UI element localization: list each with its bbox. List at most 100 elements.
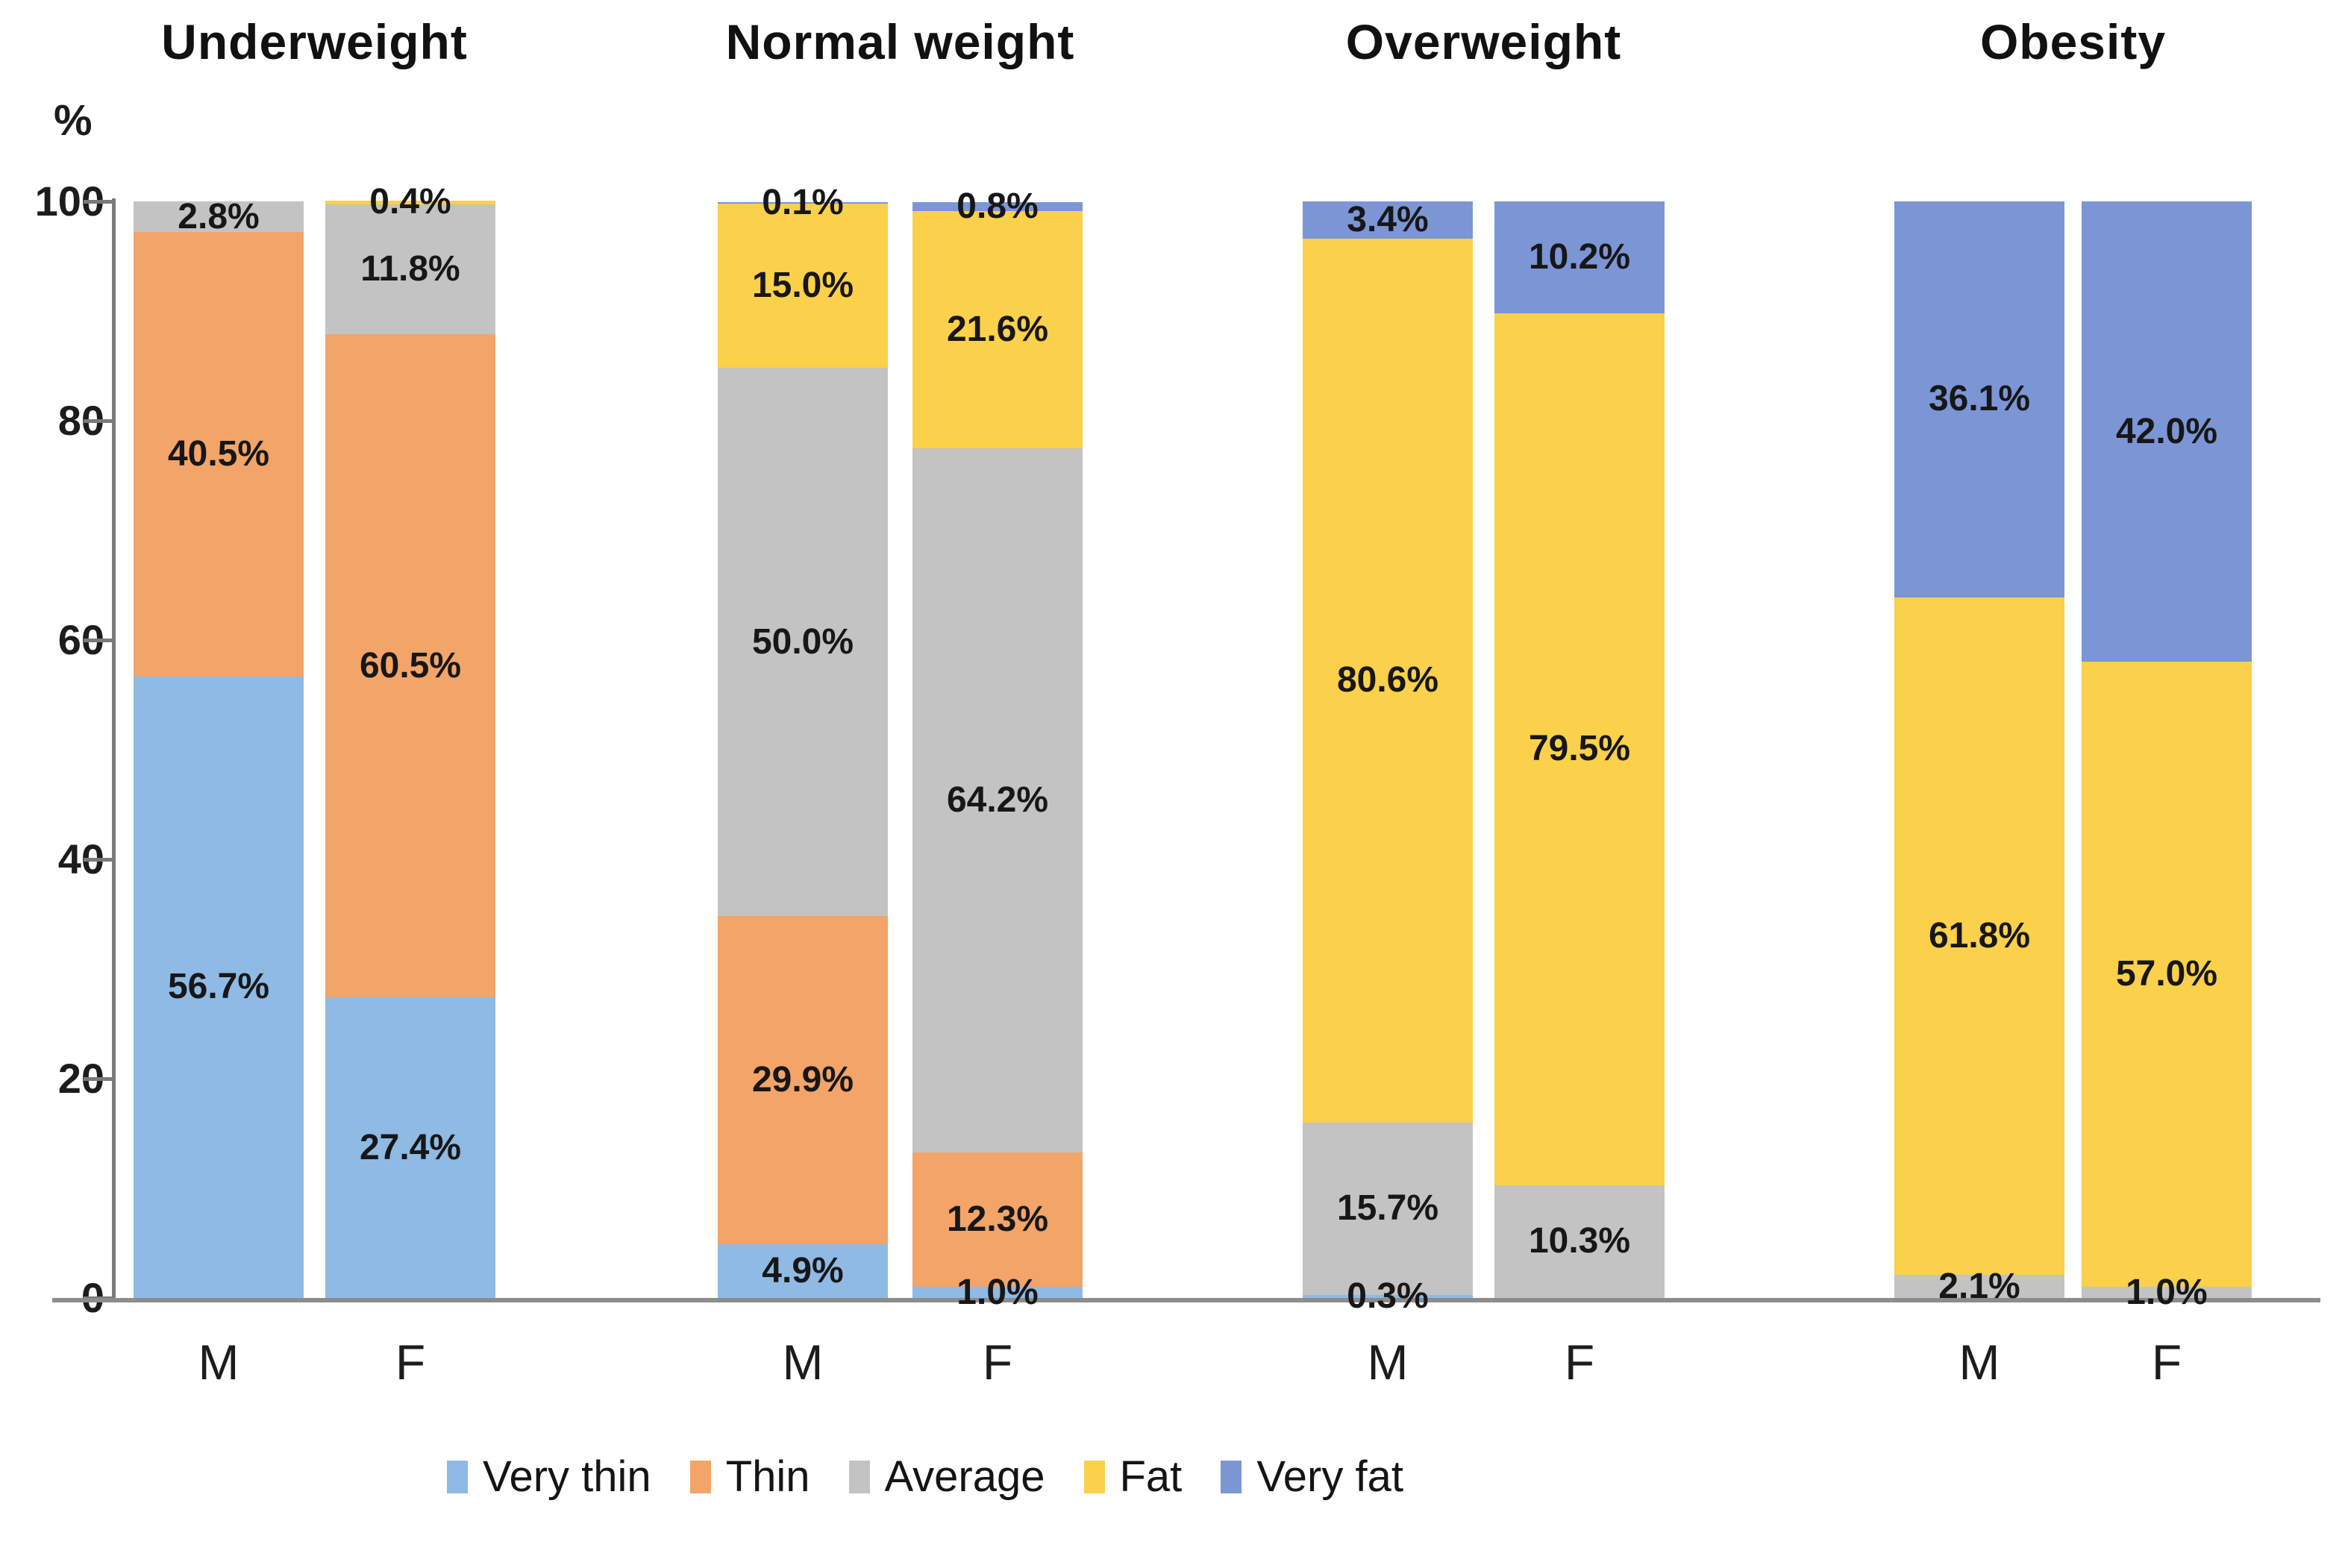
segment-average	[325, 204, 495, 334]
segment-fat	[718, 203, 888, 369]
x-category-label-m: M	[1958, 1335, 2000, 1390]
segment-very-thin	[1303, 1294, 1473, 1298]
legend-swatch-icon	[447, 1460, 468, 1493]
legend-label: Average	[884, 1452, 1045, 1501]
segment-value-label: 80.6%	[1336, 660, 1439, 700]
segment-value-label: 21.6%	[946, 309, 1049, 349]
segment-value-label: 1.0%	[956, 1272, 1039, 1312]
bar-column-m: 56.7% 40.5% 2.8%	[134, 196, 304, 1298]
segment-value-label: 57.0%	[2115, 954, 2218, 994]
x-category-label-m: M	[782, 1335, 824, 1390]
legend-label: Very fat	[1256, 1452, 1403, 1501]
segment-average	[1303, 1122, 1473, 1295]
segment-value-label: 2.1%	[1938, 1266, 2020, 1306]
bar-column-f: 10.3% 79.5% 10.2%	[1494, 201, 1665, 1298]
legend-label: Very thin	[483, 1452, 651, 1501]
group-title: Overweight	[1345, 14, 1622, 69]
y-axis-tick-mark	[84, 639, 112, 642]
segment-value-label: 2.8%	[178, 196, 260, 236]
segment-very-fat	[2082, 201, 2252, 662]
x-axis-line	[52, 1298, 2320, 1302]
legend-swatch-icon	[1221, 1460, 1242, 1493]
x-category-label-m: M	[1367, 1335, 1409, 1390]
y-axis-tick-mark	[84, 858, 112, 862]
segment-value-label: 4.9%	[762, 1250, 844, 1291]
bar-column-f: 1.0% 57.0% 42.0%	[2082, 201, 2252, 1310]
x-category-label-f: F	[1564, 1335, 1595, 1390]
segment-value-label: 12.3%	[946, 1199, 1049, 1239]
x-category-label-f: F	[395, 1335, 426, 1390]
segment-value-label: 10.2%	[1528, 236, 1631, 277]
segment-fat	[325, 200, 495, 205]
segment-very-fat	[1303, 201, 1473, 239]
x-category-label-f: F	[2151, 1335, 2182, 1390]
y-axis-tick-mark	[84, 419, 112, 423]
y-axis-line	[112, 198, 116, 1301]
segment-average	[718, 368, 888, 917]
segment-average	[1494, 1185, 1665, 1298]
segment-fat	[1894, 597, 2064, 1276]
segment-very-thin	[718, 1244, 888, 1298]
legend-item-fat: Fat	[1083, 1452, 1183, 1502]
segment-thin	[134, 232, 304, 677]
segment-very-fat	[1894, 201, 2064, 598]
y-axis-tick-mark	[84, 1077, 112, 1081]
legend-item-very-thin: Very thin	[447, 1452, 651, 1502]
segment-value-label: 61.8%	[1928, 915, 2031, 956]
segment-thin	[912, 1152, 1083, 1288]
legend-item-average: Average	[848, 1452, 1045, 1502]
chart-legend: Very thin Thin Average Fat Very fat	[447, 1452, 1403, 1502]
legend-swatch-icon	[848, 1460, 870, 1493]
segment-value-label: 0.1%	[762, 183, 844, 223]
segment-very-thin	[912, 1287, 1083, 1298]
segment-average	[2082, 1287, 2252, 1298]
segment-value-label: 40.5%	[167, 433, 270, 474]
segment-value-label: 56.7%	[167, 967, 270, 1007]
segment-value-label: 60.5%	[359, 645, 462, 686]
legend-item-thin: Thin	[689, 1452, 810, 1502]
legend-item-very-fat: Very fat	[1221, 1452, 1403, 1502]
segment-value-label: 50.0%	[751, 621, 854, 662]
segment-value-label: 29.9%	[751, 1060, 854, 1100]
segment-thin	[325, 333, 495, 998]
segment-fat	[912, 211, 1083, 448]
segment-value-label: 15.0%	[751, 266, 854, 306]
segment-value-label: 79.5%	[1528, 729, 1631, 769]
segment-average	[912, 448, 1083, 1153]
segment-value-label: 3.4%	[1347, 199, 1429, 239]
segment-thin	[718, 916, 888, 1244]
segment-average	[1894, 1275, 2064, 1298]
segment-value-label: 0.3%	[1347, 1276, 1429, 1316]
segment-value-label: 42.0%	[2115, 411, 2218, 451]
y-axis-unit-label: %	[54, 96, 93, 145]
bar-column-f: 27.4% 60.5% 11.8% 0.4%	[325, 184, 495, 1298]
segment-value-label: 27.4%	[359, 1127, 462, 1167]
segment-value-label: 10.3%	[1528, 1221, 1631, 1261]
x-category-label-f: F	[982, 1335, 1013, 1390]
x-category-label-m: M	[198, 1335, 239, 1390]
bar-column-f: 1.0% 12.3% 64.2% 21.6% 0.8%	[912, 189, 1083, 1310]
segment-average	[134, 201, 304, 233]
legend-swatch-icon	[689, 1460, 711, 1493]
segment-fat	[1494, 313, 1665, 1185]
segment-very-thin	[325, 997, 495, 1298]
segment-fat	[2082, 662, 2252, 1288]
segment-value-label: 64.2%	[946, 780, 1049, 820]
y-axis-tick-mark	[84, 200, 112, 204]
segment-value-label: 0.8%	[956, 186, 1039, 227]
segment-very-thin	[134, 676, 304, 1298]
segment-value-label: 36.1%	[1928, 379, 2031, 419]
bar-column-m: 2.1% 61.8% 36.1%	[1894, 201, 2064, 1304]
segment-value-label: 1.0%	[2126, 1272, 2208, 1312]
bar-column-m: 4.9% 29.9% 50.0% 15.0% 0.1%	[718, 185, 888, 1298]
segment-value-label: 15.7%	[1336, 1188, 1439, 1229]
segment-very-fat	[718, 202, 888, 204]
legend-label: Fat	[1119, 1452, 1183, 1501]
legend-swatch-icon	[1083, 1460, 1105, 1493]
segment-very-fat	[1494, 201, 1665, 313]
bar-column-m: 0.3% 15.7% 80.6% 3.4%	[1303, 199, 1473, 1314]
segment-very-fat	[912, 202, 1083, 212]
group-title: Underweight	[161, 14, 468, 69]
group-title: Normal weight	[725, 14, 1075, 69]
